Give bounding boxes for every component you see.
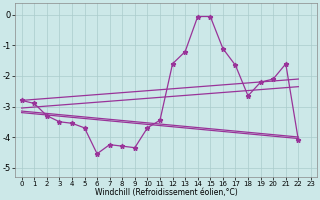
X-axis label: Windchill (Refroidissement éolien,°C): Windchill (Refroidissement éolien,°C) — [95, 188, 238, 197]
